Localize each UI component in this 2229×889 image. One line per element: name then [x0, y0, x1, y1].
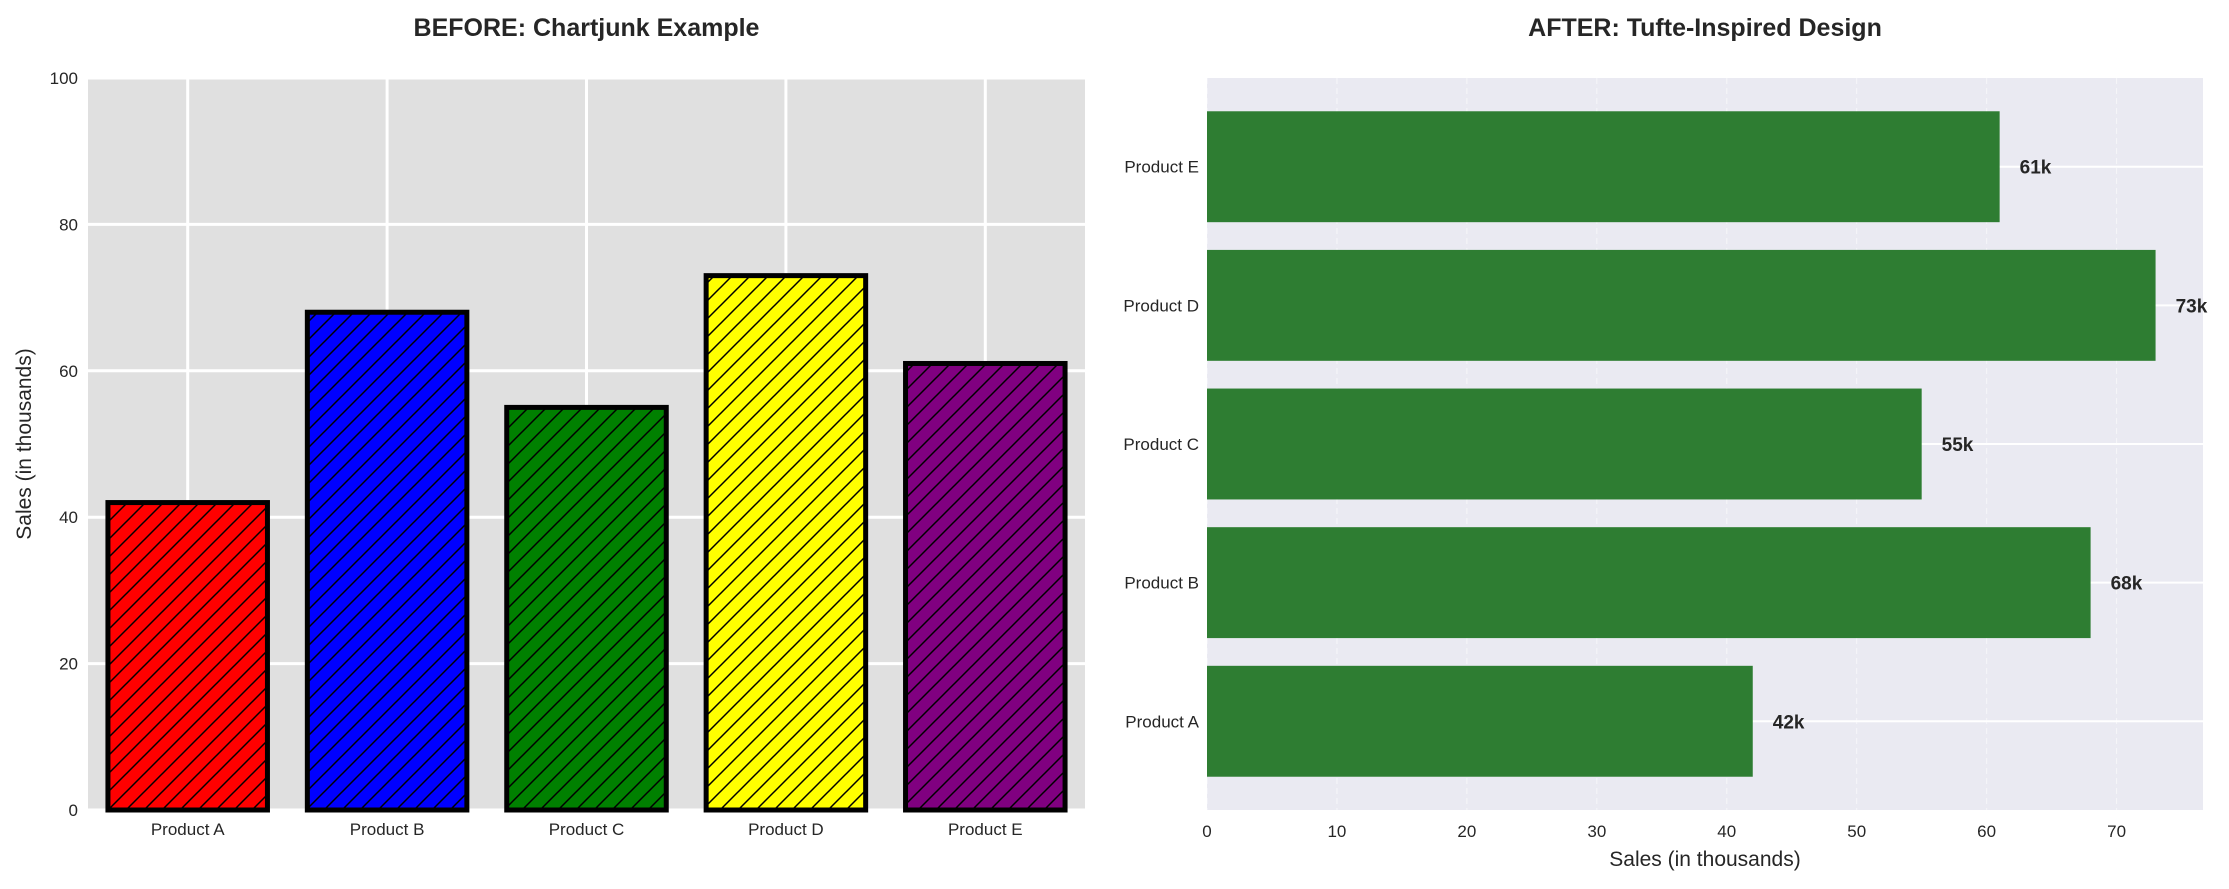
x-axis-label: Sales (in thousands): [1609, 848, 1800, 871]
bar: [1207, 388, 1922, 500]
y-tick-label: 20: [59, 655, 78, 674]
y-tick-label: 0: [69, 801, 78, 820]
before-chart: 0 20 40 60 80 100 Product A Product B Product C P…: [13, 14, 1085, 839]
x-tick-label: 60: [1977, 822, 1996, 841]
bar-hatch: [304, 309, 470, 813]
x-tick-label: 10: [1327, 822, 1346, 841]
x-tick-label: 50: [1847, 822, 1866, 841]
bar-hatch: [703, 273, 869, 813]
bar: [1207, 249, 2156, 361]
data-label: 73k: [2176, 296, 2208, 317]
y-tick-label: 40: [59, 508, 78, 527]
y-tick-label: 100: [50, 69, 78, 88]
x-tick-label: Product D: [748, 820, 824, 839]
y-tick-label: 60: [59, 362, 78, 381]
x-tick-label: 30: [1587, 822, 1606, 841]
x-tick-label: Product B: [350, 820, 425, 839]
y-tick-label: Product A: [1125, 712, 1199, 731]
y-tick-label: 80: [59, 215, 78, 234]
data-label: 42k: [1773, 712, 1805, 733]
y-tick-label: Product D: [1123, 296, 1199, 315]
after-chart: 0 10 20 30 40 50 60 70 42k Product A 68k Product B 5…: [1123, 14, 2207, 871]
x-tick-label: 40: [1717, 822, 1736, 841]
bar-hatch: [105, 500, 270, 813]
y-tick-label: Product C: [1123, 435, 1199, 454]
y-tick-label: Product E: [1124, 158, 1199, 177]
chart-title: BEFORE: Chartjunk Example: [414, 14, 760, 42]
x-tick-label: 0: [1202, 822, 1211, 841]
y-tick-label: Product B: [1124, 574, 1199, 593]
x-tick-label: Product E: [948, 820, 1023, 839]
bar: [1207, 527, 2091, 639]
x-tick-label: 70: [2107, 822, 2126, 841]
data-label: 61k: [2020, 158, 2052, 179]
x-tick-label: Product A: [151, 820, 225, 839]
chart-title: AFTER: Tufte-Inspired Design: [1528, 14, 1882, 42]
x-tick-label: Product C: [549, 820, 625, 839]
x-tick-label: 20: [1457, 822, 1476, 841]
y-axis-label: Sales (in thousands): [13, 348, 36, 539]
bar: [1207, 111, 2000, 223]
data-label: 68k: [2111, 574, 2143, 595]
data-label: 55k: [1942, 435, 1974, 456]
bar-hatch: [504, 404, 669, 813]
bar-hatch: [903, 360, 1068, 813]
bar: [1207, 665, 1753, 777]
